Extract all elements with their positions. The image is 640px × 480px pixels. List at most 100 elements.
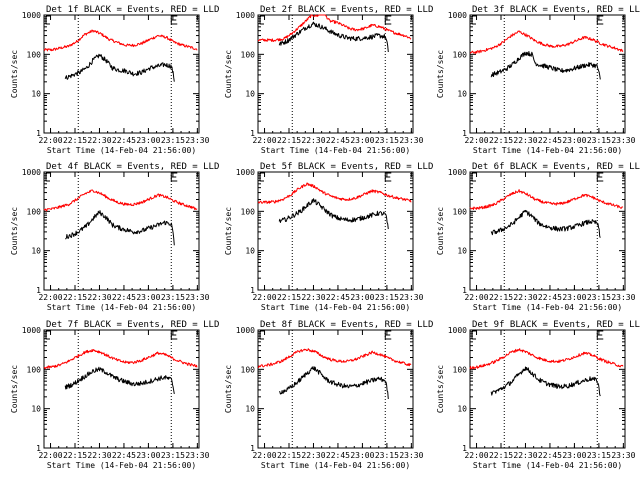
series-events — [490, 366, 601, 397]
x-tick-label: 22:00 — [464, 136, 488, 145]
x-tick-label: 23:30 — [611, 293, 635, 302]
x-tick-label: 22:15 — [489, 451, 513, 460]
x-axis-label: Start Time (14-Feb-04 21:56:00) — [47, 303, 196, 312]
series-lld — [469, 189, 624, 210]
y-tick-label: 1 — [250, 129, 255, 138]
y-tick-label: 1000 — [448, 11, 467, 20]
panel-title: Det 1f BLACK = Events, RED = LLD — [46, 5, 219, 15]
y-tick-label: 1000 — [236, 11, 255, 20]
panel-title: Det 9f BLACK = Events, RED = LLD — [472, 320, 640, 330]
x-tick-label: 22:15 — [63, 451, 87, 460]
plot-frame — [469, 171, 626, 291]
y-tick-label: 1000 — [22, 11, 41, 20]
y-tick-label: 1 — [462, 444, 467, 453]
x-tick-label: 22:00 — [38, 293, 62, 302]
x-tick-label: 23:30 — [185, 136, 209, 145]
x-tick-label: 23:00 — [562, 293, 586, 302]
plot-frame — [257, 171, 414, 291]
interval-flag — [596, 330, 604, 340]
x-axis-label: Start Time (14-Feb-04 21:56:00) — [473, 303, 622, 312]
x-tick-label: 22:45 — [538, 136, 562, 145]
plot-frame — [43, 171, 200, 291]
x-tick-label: 22:00 — [252, 451, 276, 460]
interval-flag — [259, 330, 264, 340]
x-tick-label: 23:15 — [587, 136, 611, 145]
x-tick-label: 22:30 — [513, 451, 537, 460]
y-tick-label: 10 — [245, 247, 255, 256]
y-axis-label: Counts/sec — [10, 365, 19, 413]
interval-flag — [170, 15, 178, 25]
x-tick-label: 22:15 — [489, 136, 513, 145]
x-axis-label: Start Time (14-Feb-04 21:56:00) — [473, 146, 622, 155]
panel-title: Det 2f BLACK = Events, RED = LLD — [260, 5, 433, 15]
panel-title: Det 3f BLACK = Events, RED = LLD — [472, 5, 640, 15]
y-tick-label: 1000 — [22, 326, 41, 335]
x-tick-label: 22:30 — [301, 451, 325, 460]
y-tick-label: 10 — [457, 90, 467, 99]
x-tick-label: 22:15 — [63, 136, 87, 145]
panel-det-4: Det 4f BLACK = Events, RED = LLD 1 10 100 10… — [10, 162, 219, 312]
x-tick-label: 23:15 — [375, 136, 399, 145]
y-tick-label: 1000 — [236, 168, 255, 177]
panel-title: Det 7f BLACK = Events, RED = LLD — [46, 320, 219, 330]
x-tick-label: 23:30 — [611, 136, 635, 145]
panel-title: Det 4f BLACK = Events, RED = LLD — [46, 162, 219, 172]
y-axis-label: Counts/sec — [436, 207, 445, 255]
y-tick-label: 10 — [457, 247, 467, 256]
x-axis-label: Start Time (14-Feb-04 21:56:00) — [47, 146, 196, 155]
x-tick-label: 23:00 — [350, 136, 374, 145]
x-tick-label: 22:45 — [538, 293, 562, 302]
panel-det-2: Det 2f BLACK = Events, RED = LLD 1 10 100 10… — [224, 5, 433, 155]
x-tick-label: 22:45 — [326, 293, 350, 302]
y-axis-label: Counts/sec — [10, 207, 19, 255]
x-tick-label: 22:45 — [112, 136, 136, 145]
interval-flag — [471, 172, 476, 182]
series-events — [65, 210, 175, 246]
y-axis-label: Counts/sec — [10, 50, 19, 98]
x-tick-label: 23:00 — [136, 293, 160, 302]
x-tick-label: 22:00 — [252, 136, 276, 145]
y-axis-label: Counts/sec — [224, 207, 233, 255]
panel-det-6: Det 6f BLACK = Events, RED = LLD 1 10 100 10… — [436, 162, 640, 312]
interval-flag — [384, 15, 392, 25]
y-tick-label: 10 — [245, 405, 255, 414]
interval-flag — [259, 15, 264, 25]
x-tick-label: 22:30 — [87, 451, 111, 460]
series-events — [278, 21, 389, 53]
y-tick-label: 1 — [36, 444, 41, 453]
interval-flag — [259, 172, 264, 182]
x-axis-label: Start Time (14-Feb-04 21:56:00) — [47, 461, 196, 470]
x-tick-label: 22:00 — [38, 451, 62, 460]
x-axis-label: Start Time (14-Feb-04 21:56:00) — [261, 303, 410, 312]
y-tick-label: 1000 — [236, 326, 255, 335]
x-tick-label: 22:00 — [464, 293, 488, 302]
y-tick-label: 100 — [453, 50, 468, 59]
x-tick-label: 22:15 — [277, 451, 301, 460]
x-tick-label: 23:30 — [185, 293, 209, 302]
x-tick-label: 22:15 — [63, 293, 87, 302]
x-tick-label: 23:00 — [350, 451, 374, 460]
x-tick-label: 22:45 — [112, 451, 136, 460]
y-tick-label: 1 — [36, 129, 41, 138]
series-lld — [43, 349, 198, 370]
x-axis-label: Start Time (14-Feb-04 21:56:00) — [473, 461, 622, 470]
interval-flag — [45, 172, 50, 182]
y-tick-label: 1000 — [448, 326, 467, 335]
series-events — [278, 198, 389, 230]
x-tick-label: 22:00 — [252, 293, 276, 302]
x-tick-label: 22:30 — [301, 136, 325, 145]
x-tick-label: 23:15 — [375, 451, 399, 460]
x-tick-label: 23:30 — [611, 451, 635, 460]
x-tick-label: 23:15 — [587, 293, 611, 302]
x-tick-label: 23:30 — [185, 451, 209, 460]
panel-det-8: Det 8f BLACK = Events, RED = LLD 1 10 100 10… — [224, 320, 433, 470]
x-tick-label: 22:30 — [301, 293, 325, 302]
series-events — [64, 53, 175, 82]
x-tick-label: 22:15 — [489, 293, 513, 302]
x-tick-label: 22:00 — [464, 451, 488, 460]
interval-flag — [170, 330, 178, 340]
panel-det-5: Det 5f BLACK = Events, RED = LLD 1 10 100 10… — [224, 162, 433, 312]
panel-title: Det 5f BLACK = Events, RED = LLD — [260, 162, 433, 172]
x-tick-label: 23:30 — [399, 451, 423, 460]
series-lld — [257, 182, 412, 204]
